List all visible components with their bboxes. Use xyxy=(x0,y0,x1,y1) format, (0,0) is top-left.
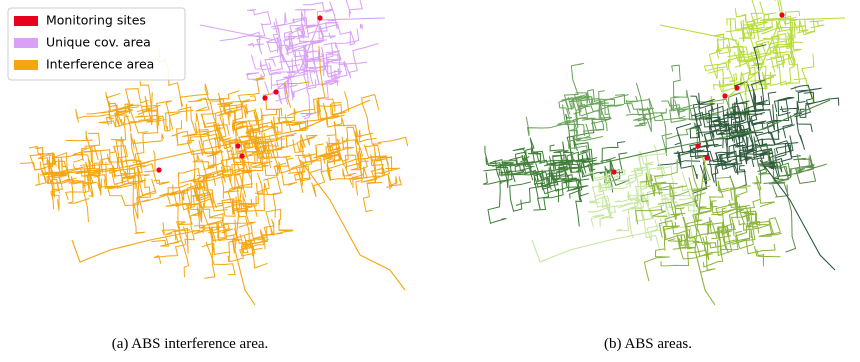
road xyxy=(773,185,777,197)
road xyxy=(346,0,363,17)
road xyxy=(730,166,746,189)
road xyxy=(589,201,600,203)
road xyxy=(744,92,776,117)
road xyxy=(700,246,715,273)
road xyxy=(327,121,373,136)
road xyxy=(279,219,293,230)
monitoring-site xyxy=(239,153,244,158)
road xyxy=(276,135,294,139)
legend-swatch xyxy=(14,60,38,70)
road xyxy=(335,29,358,48)
road xyxy=(292,87,307,98)
legend: Monitoring sites Unique cov. area Interf… xyxy=(8,8,185,80)
road xyxy=(711,105,713,127)
road xyxy=(658,161,700,166)
road xyxy=(143,164,170,185)
road xyxy=(330,175,353,188)
figure: Monitoring sites Unique cov. area Interf… xyxy=(0,0,860,362)
road xyxy=(239,79,265,104)
monitoring-site xyxy=(695,143,700,148)
road xyxy=(704,63,727,71)
road xyxy=(171,120,189,145)
road xyxy=(692,157,699,192)
road xyxy=(363,182,382,211)
road xyxy=(312,47,323,68)
road xyxy=(591,215,604,228)
road xyxy=(247,10,271,25)
road xyxy=(600,215,611,227)
monitoring-site xyxy=(734,85,739,90)
road xyxy=(225,220,235,254)
monitoring-site xyxy=(317,15,322,20)
road xyxy=(180,84,221,106)
road xyxy=(797,30,809,33)
monitoring-site xyxy=(273,89,278,94)
road xyxy=(154,245,185,264)
road xyxy=(675,124,691,145)
road xyxy=(342,137,357,150)
road xyxy=(248,43,264,47)
trunk-road xyxy=(532,230,660,262)
monitoring-site xyxy=(235,143,240,148)
road xyxy=(616,217,628,231)
road xyxy=(644,249,669,281)
road xyxy=(786,185,796,252)
road xyxy=(763,114,779,145)
road xyxy=(193,155,223,175)
monitoring-site xyxy=(156,167,161,172)
legend-label: Interference area xyxy=(46,57,154,72)
caption: (a) ABS interference area. xyxy=(112,336,269,352)
road xyxy=(220,23,265,41)
road xyxy=(667,123,697,139)
legend-label: Unique cov. area xyxy=(46,35,151,50)
road xyxy=(796,88,822,102)
road xyxy=(510,182,531,211)
monitoring-site xyxy=(779,12,784,17)
road xyxy=(344,91,348,111)
road xyxy=(708,222,709,235)
monitoring-site xyxy=(704,155,709,160)
road xyxy=(628,209,633,238)
road xyxy=(76,109,110,123)
caption: (b) ABS areas. xyxy=(604,336,692,352)
road xyxy=(321,24,355,45)
road xyxy=(752,183,775,207)
monitoring-site xyxy=(262,95,267,100)
road xyxy=(727,44,737,81)
road xyxy=(366,159,389,183)
road xyxy=(206,242,235,275)
monitoring-site xyxy=(611,169,616,174)
road xyxy=(796,117,812,132)
road xyxy=(116,113,142,132)
road xyxy=(110,152,123,182)
road xyxy=(775,100,789,113)
road xyxy=(386,174,392,189)
legend-swatch xyxy=(14,38,38,48)
road xyxy=(134,185,173,219)
road xyxy=(251,55,267,69)
monitoring-site xyxy=(722,93,727,98)
road xyxy=(343,169,352,180)
legend-label: Monitoring sites xyxy=(46,13,146,28)
road xyxy=(360,24,362,29)
road xyxy=(810,21,825,28)
road xyxy=(378,137,408,146)
legend-swatch xyxy=(14,16,38,26)
